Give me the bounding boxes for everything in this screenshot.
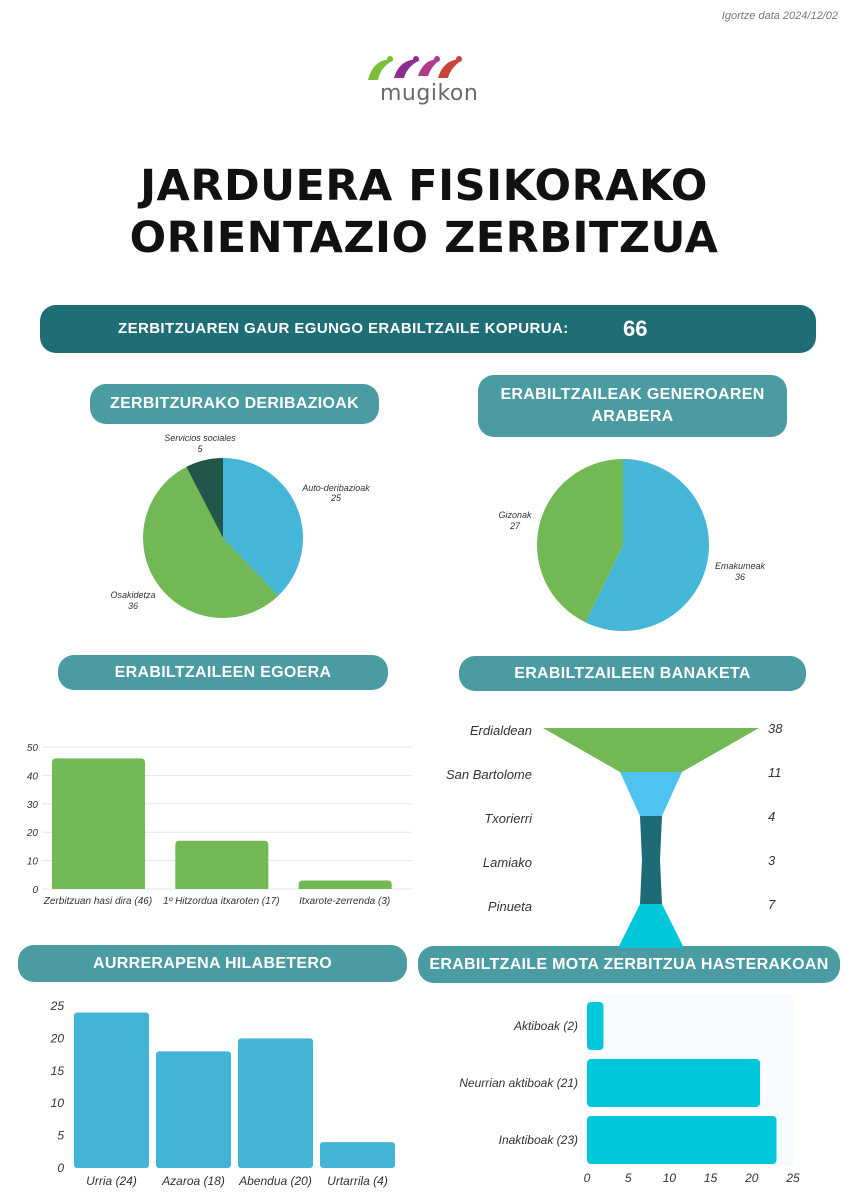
monthly-y-tick: 10 — [51, 1096, 65, 1110]
funnel-value-label: 38 — [768, 721, 783, 736]
pie-label-emakumeak: Emakumeak — [715, 561, 766, 571]
status-bar-0 — [52, 758, 145, 889]
funnel-value-label: 7 — [768, 897, 776, 912]
monthly-bar-0 — [74, 1012, 149, 1168]
pie-value-auto: 25 — [330, 493, 342, 503]
type-x-tick: 0 — [584, 1171, 591, 1185]
funnel-category-label: Lamiako — [483, 855, 532, 870]
distribution-heading: ERABILTZAILEEN BANAKETA — [459, 656, 806, 691]
gender-heading: ERABILTZAILEAK GENEROAREN ARABERA — [478, 375, 787, 437]
monthly-bar-1 — [156, 1051, 231, 1168]
status-heading: ERABILTZAILEEN EGOERA — [58, 655, 388, 690]
pie-value-servicios: 5 — [197, 444, 203, 454]
title-line-1: JARDUERA FISIKORAKO — [140, 161, 708, 211]
type-category-label: Neurrian aktiboak (21) — [459, 1076, 578, 1090]
referrals-pie-slice-2 — [186, 458, 223, 538]
monthly-bar-3 — [320, 1142, 395, 1168]
funnel-segment-4 — [618, 904, 684, 948]
pie-label-auto: Auto-deribazioak — [301, 483, 370, 493]
monthly-y-tick: 20 — [50, 1031, 65, 1045]
funnel-category-label: Txorierri — [484, 811, 533, 826]
status-bar-1 — [175, 840, 269, 889]
funnel-segment-1 — [620, 772, 682, 816]
status-y-tick: 20 — [26, 828, 39, 839]
user-count-value: 66 — [623, 316, 648, 341]
monthly-x-label: Abendua (20) — [238, 1174, 312, 1188]
status-y-tick: 50 — [27, 743, 39, 754]
type-x-tick: 25 — [785, 1171, 800, 1185]
pie-value-gizonak: 27 — [509, 521, 521, 531]
referrals-pie-slice-1 — [143, 466, 279, 618]
pie-label-servicios: Servicios sociales — [164, 433, 236, 443]
status-y-tick: 10 — [27, 857, 39, 868]
funnel-category-label: Pinueta — [488, 899, 532, 914]
status-y-tick: 0 — [32, 885, 38, 896]
funnel-segment-2 — [640, 816, 662, 860]
user-count-label: ZERBITZUAREN GAUR EGUNGO ERABILTZAILE KO… — [118, 320, 569, 337]
status-y-tick: 30 — [27, 800, 39, 811]
funnel-value-label: 11 — [768, 765, 782, 780]
status-x-label: Zerbitzuan hasi dira (46) — [43, 896, 152, 907]
type-x-tick: 5 — [625, 1171, 632, 1185]
pie-value-osakidetza: 36 — [128, 601, 138, 611]
gender-pie-slice-0 — [585, 459, 709, 631]
pie-value-emakumeak: 36 — [735, 572, 745, 582]
referrals-pie-slice-0 — [223, 458, 304, 596]
funnel-segment-3 — [640, 860, 662, 904]
type-x-tick: 15 — [704, 1171, 718, 1185]
submission-date: Igortze data 2024/12/02 — [721, 10, 838, 22]
monthly-x-label: Urria (24) — [86, 1174, 137, 1188]
pie-label-osakidetza: Osakidetza — [110, 590, 155, 600]
funnel-category-label: Erdialdean — [470, 723, 532, 738]
monthly-bar-2 — [238, 1038, 313, 1168]
status-x-label: 1º Hitzordua itxaroten (17) — [163, 896, 279, 907]
monthly-y-tick: 15 — [51, 1064, 65, 1078]
status-x-label: Itxarote-zerrenda (3) — [299, 896, 390, 907]
type-category-label: Inaktiboak (23) — [499, 1133, 578, 1147]
monthly-y-tick: 25 — [50, 999, 65, 1013]
type-category-label: Aktiboak (2) — [513, 1019, 578, 1033]
status-y-tick: 40 — [27, 771, 39, 782]
title-line-2: ORIENTAZIO ZERBITZUA — [129, 213, 719, 263]
runners-logo-icon — [368, 56, 462, 80]
type-x-tick: 20 — [744, 1171, 759, 1185]
logo-text: mugikon — [380, 81, 479, 106]
type-bar-1 — [587, 1059, 761, 1107]
monthly-y-tick: 0 — [57, 1161, 64, 1175]
funnel-value-label: 3 — [768, 853, 776, 868]
funnel-value-label: 4 — [768, 809, 775, 824]
referrals-heading: ZERBITZURAKO DERIBAZIOAK — [90, 384, 379, 424]
gender-pie-slice-1 — [536, 459, 623, 623]
type-bar-2 — [587, 1116, 777, 1164]
monthly-heading: AURRERAPENA HILABETERO — [18, 945, 407, 982]
monthly-x-label: Azaroa (18) — [161, 1174, 225, 1188]
monthly-y-tick: 5 — [57, 1129, 64, 1143]
funnel-category-label: San Bartolome — [446, 767, 532, 782]
status-bar-2 — [298, 880, 392, 889]
type-heading: ERABILTZAILE MOTA ZERBITZUA HASTERAKOAN — [418, 946, 840, 983]
user-count-banner: ZERBITZUAREN GAUR EGUNGO ERABILTZAILE KO… — [40, 305, 816, 353]
monthly-x-label: Urtarrila (4) — [327, 1174, 388, 1188]
pie-label-gizonak: Gizonak — [498, 510, 532, 520]
funnel-segment-0 — [543, 728, 759, 772]
page-title: JARDUERA FISIKORAKO ORIENTAZIO ZERBITZUA — [0, 160, 848, 264]
type-bar-0 — [587, 1002, 604, 1050]
type-x-tick: 10 — [663, 1171, 677, 1185]
mugikon-logo: mugikon — [360, 50, 500, 112]
